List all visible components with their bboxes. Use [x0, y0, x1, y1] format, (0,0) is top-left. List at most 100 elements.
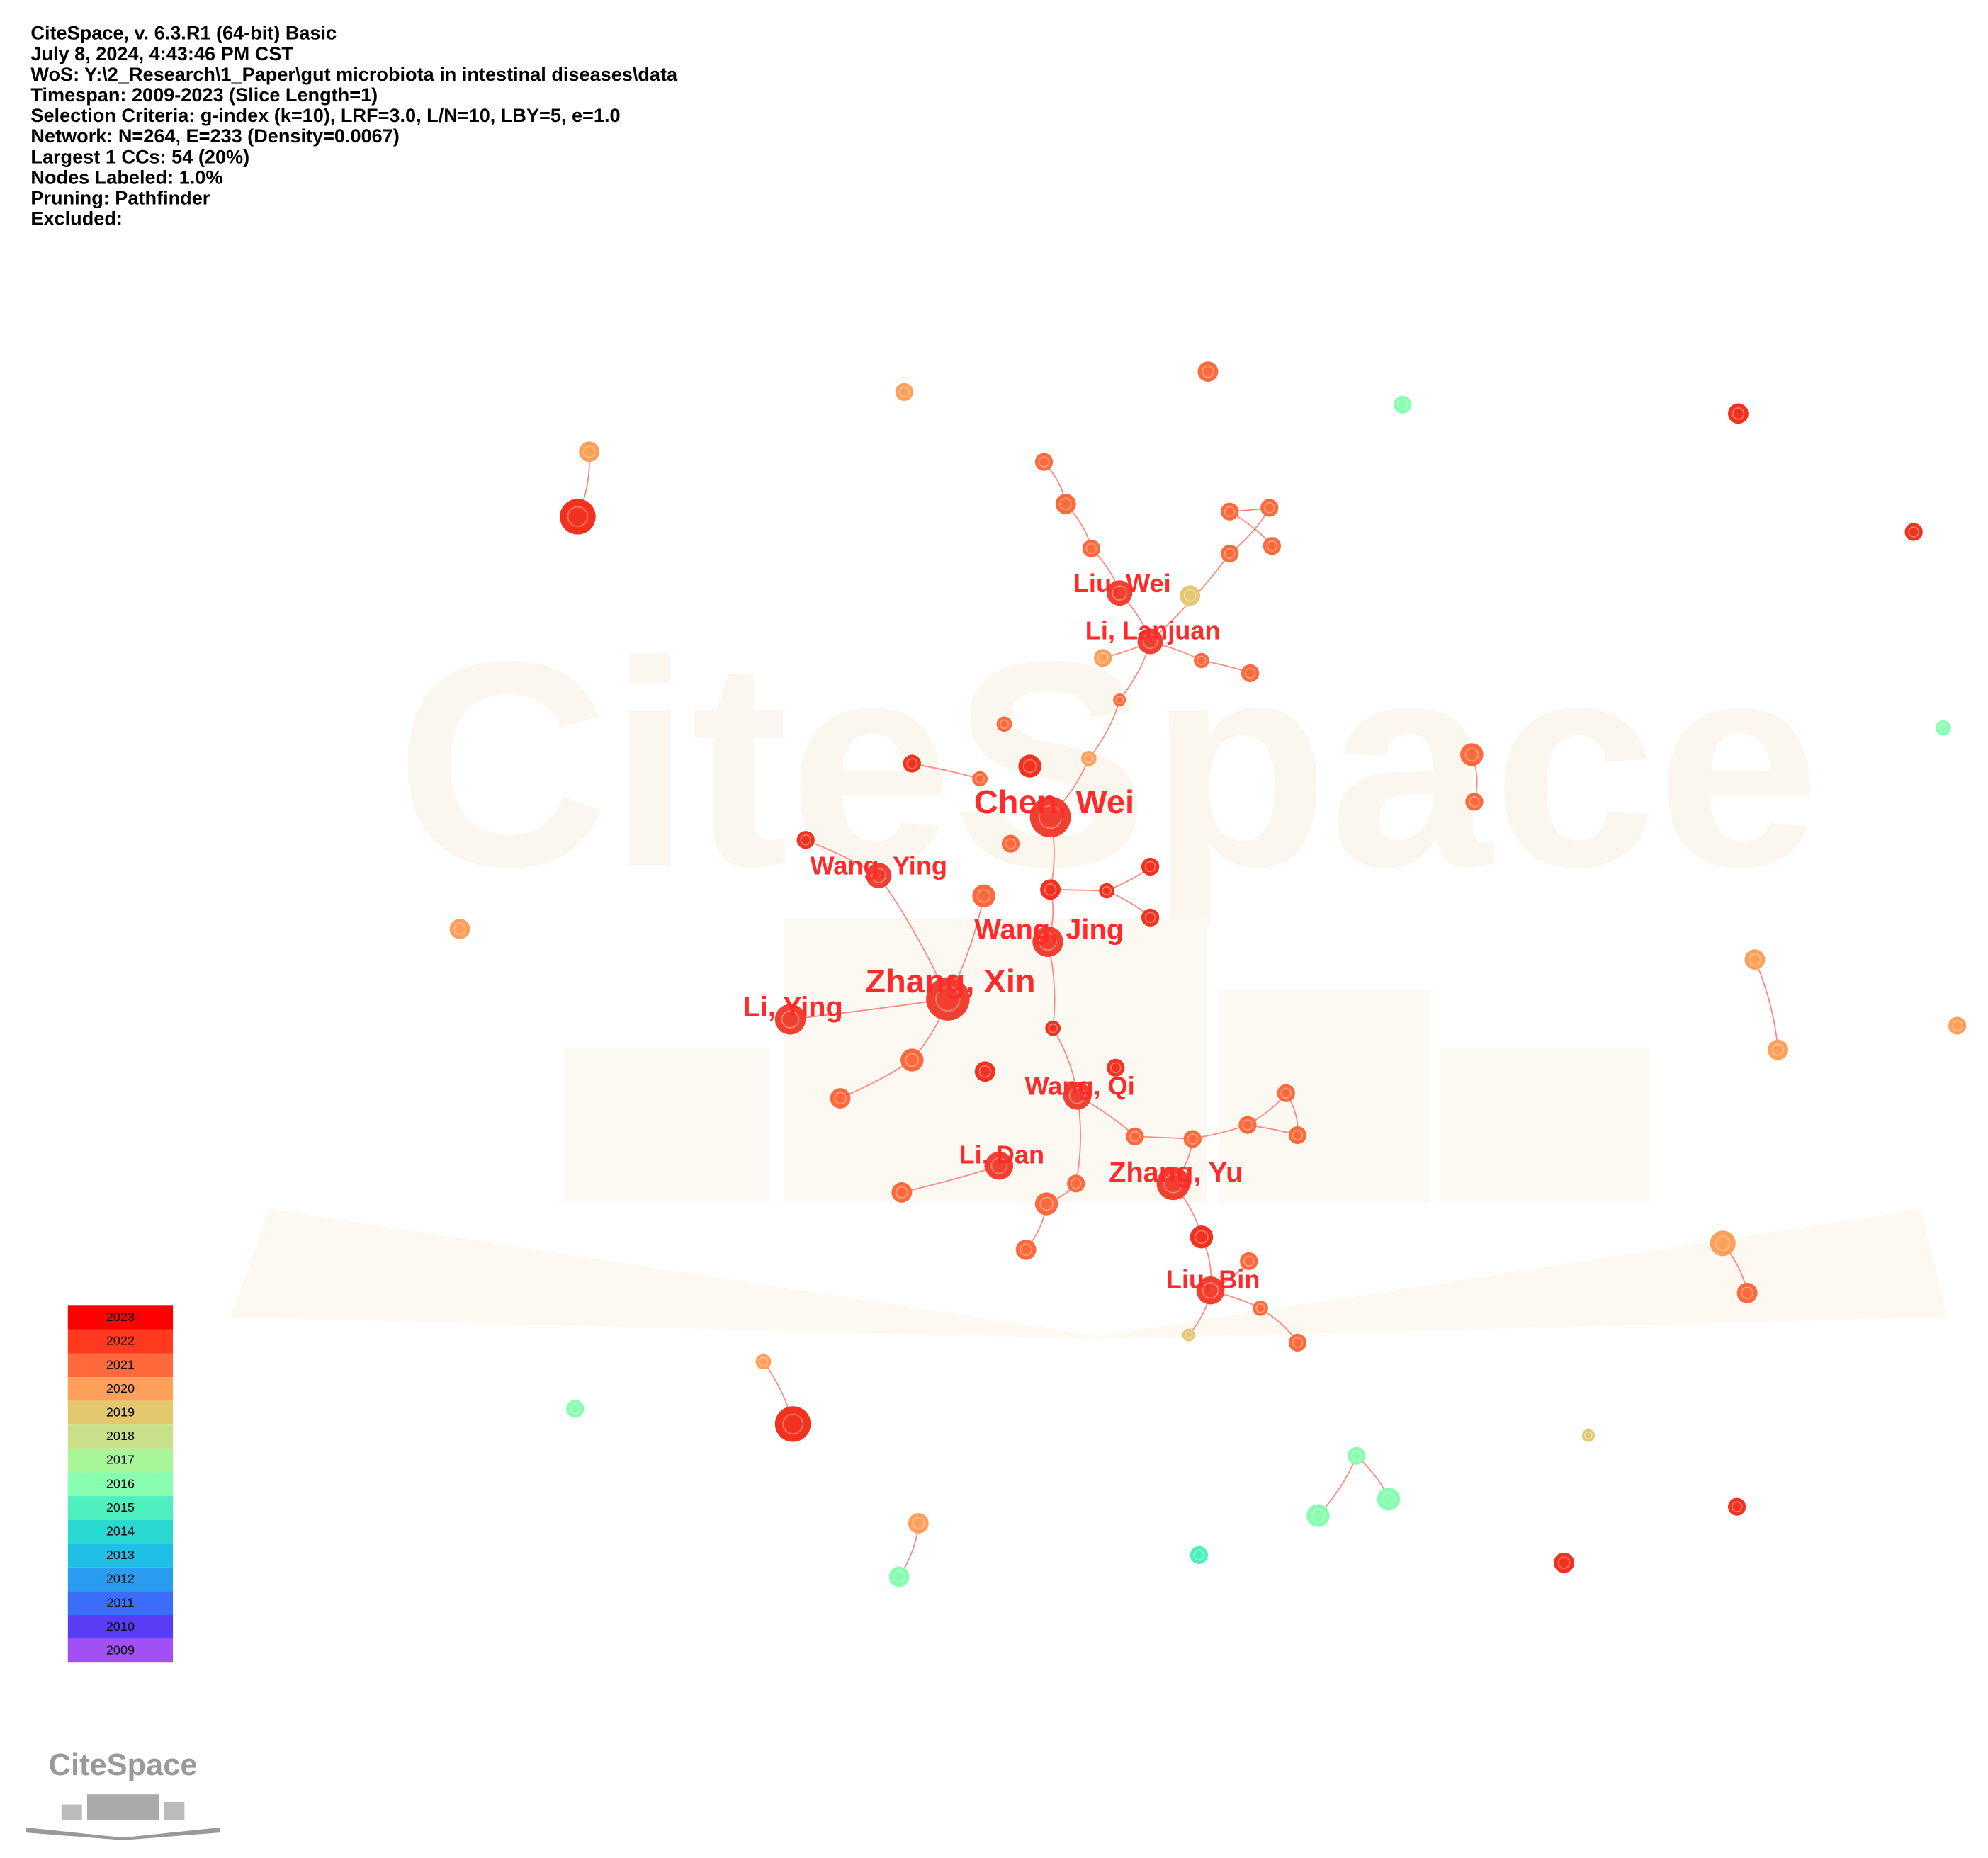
- node-core: [912, 1517, 925, 1530]
- node-core: [1187, 1133, 1199, 1145]
- legend: 2023 2022 2021 2020 2019 2018 2017 2016 2015 2014…: [67, 1305, 174, 1663]
- node-core: [1292, 1337, 1304, 1349]
- logo-text: CiteSpace: [49, 1748, 198, 1782]
- legend-swatch: [67, 1305, 174, 1330]
- header: CiteSpace, v. 6.3.R1 (64-bit) BasicJuly …: [30, 23, 678, 230]
- labels: Liu, Wei Li, Lanjuan Chen, Wei Wang, Ying Wa…: [742, 569, 1260, 1294]
- header-line: Nodes Labeled: 1.0%: [30, 167, 222, 188]
- node-core: [1097, 652, 1109, 664]
- legend-year: 2013: [106, 1548, 135, 1562]
- node-label: Zhang, Xin: [865, 963, 1035, 999]
- node-core: [1244, 667, 1256, 679]
- legend-swatch: [67, 1638, 174, 1663]
- node-core: [1224, 548, 1236, 560]
- header-line: Largest 1 CCs: 54 (20%): [30, 146, 249, 167]
- legend-year: 2014: [106, 1524, 135, 1539]
- node-core: [1771, 1043, 1785, 1056]
- header-line: Pruning: Pathfinder: [30, 188, 210, 209]
- node-label: Li, Ying: [742, 992, 842, 1023]
- legend-year: 2015: [106, 1500, 135, 1514]
- node-core: [1266, 540, 1278, 552]
- node-core: [1048, 1023, 1058, 1033]
- node-core: [1396, 399, 1408, 411]
- node-core: [1908, 526, 1920, 538]
- node-label: Wang, Jing: [974, 914, 1124, 946]
- legend-swatch: [67, 1377, 174, 1401]
- node-core: [1938, 723, 1948, 733]
- node-core: [1039, 1196, 1054, 1211]
- node-core: [893, 1570, 906, 1583]
- watermark-shape: [563, 1047, 769, 1203]
- logo: CiteSpace: [26, 1748, 220, 1840]
- legend-year: 2017: [106, 1453, 135, 1467]
- legend-year: 2023: [106, 1310, 135, 1324]
- node-core: [1144, 912, 1156, 924]
- legend-swatch: [67, 1615, 174, 1639]
- node-core: [1102, 885, 1112, 896]
- nodes: [449, 361, 1967, 1587]
- node-core: [1202, 1281, 1219, 1299]
- header-line: July 8, 2024, 4:43:46 PM CST: [30, 43, 293, 64]
- node-core: [1202, 365, 1214, 378]
- node-core: [1197, 655, 1207, 666]
- node-core: [758, 1356, 769, 1367]
- node-core: [1059, 497, 1073, 511]
- watermark: CiteSpace: [230, 601, 1948, 1339]
- node-core: [800, 834, 812, 846]
- node-core: [582, 445, 596, 458]
- node-core: [453, 922, 466, 936]
- watermark-shape: [1440, 1047, 1650, 1203]
- watermark-shape: [1219, 990, 1430, 1203]
- node-core: [1005, 838, 1017, 849]
- node-core: [999, 719, 1010, 730]
- node-core: [1115, 696, 1124, 704]
- node-core: [1731, 1501, 1743, 1512]
- node-core: [781, 1010, 800, 1029]
- node-core: [1068, 1087, 1086, 1104]
- node-core: [1109, 1062, 1122, 1074]
- node-core: [1083, 753, 1094, 764]
- node-core: [1085, 543, 1097, 555]
- legend-year: 2021: [106, 1357, 135, 1371]
- node-label: Wang, Ying: [811, 851, 947, 880]
- node-core: [1020, 1243, 1033, 1257]
- node-core: [1584, 1431, 1593, 1440]
- node-core: [1242, 1119, 1253, 1131]
- legend-year: 2012: [106, 1572, 135, 1586]
- node-core: [1243, 1255, 1255, 1267]
- logo-shape: [164, 1801, 185, 1820]
- node-core: [1469, 796, 1480, 808]
- legend-swatch: [67, 1496, 174, 1520]
- node-label: Zhang, Yu: [1109, 1157, 1243, 1189]
- legend-year: 2020: [106, 1381, 135, 1395]
- node-core: [978, 1065, 992, 1078]
- node-core: [1464, 747, 1479, 762]
- node-core: [871, 868, 887, 883]
- node-core: [1022, 759, 1037, 774]
- legend-year: 2018: [106, 1429, 135, 1443]
- watermark-book: [230, 1208, 1948, 1339]
- legend-swatch: [67, 1472, 174, 1497]
- node-core: [898, 386, 910, 398]
- node-label: Liu, Wei: [1073, 569, 1171, 598]
- node-label: Li, Lanjuan: [1085, 616, 1221, 645]
- node-core: [1732, 407, 1745, 420]
- header-line: Selection Criteria: g-index (k=10), LRF=…: [30, 105, 620, 126]
- node-label: Liu, Bin: [1166, 1265, 1260, 1294]
- legend-swatch: [67, 1329, 174, 1354]
- header-line: Excluded:: [30, 208, 123, 230]
- node-core: [1292, 1129, 1304, 1141]
- legend-swatch: [67, 1519, 174, 1544]
- node-core: [976, 888, 991, 903]
- node-core: [905, 1053, 920, 1067]
- legend-year: 2009: [106, 1643, 135, 1657]
- node-core: [1038, 456, 1050, 468]
- node-core: [935, 986, 961, 1012]
- node-core: [1280, 1087, 1292, 1099]
- node-core: [1142, 633, 1158, 650]
- header-line: WoS: Y:\2_Research\1_Paper\gut microbiot…: [30, 64, 678, 85]
- logo-shape: [86, 1794, 159, 1820]
- node-core: [1382, 1492, 1396, 1507]
- node-core: [1163, 1174, 1183, 1194]
